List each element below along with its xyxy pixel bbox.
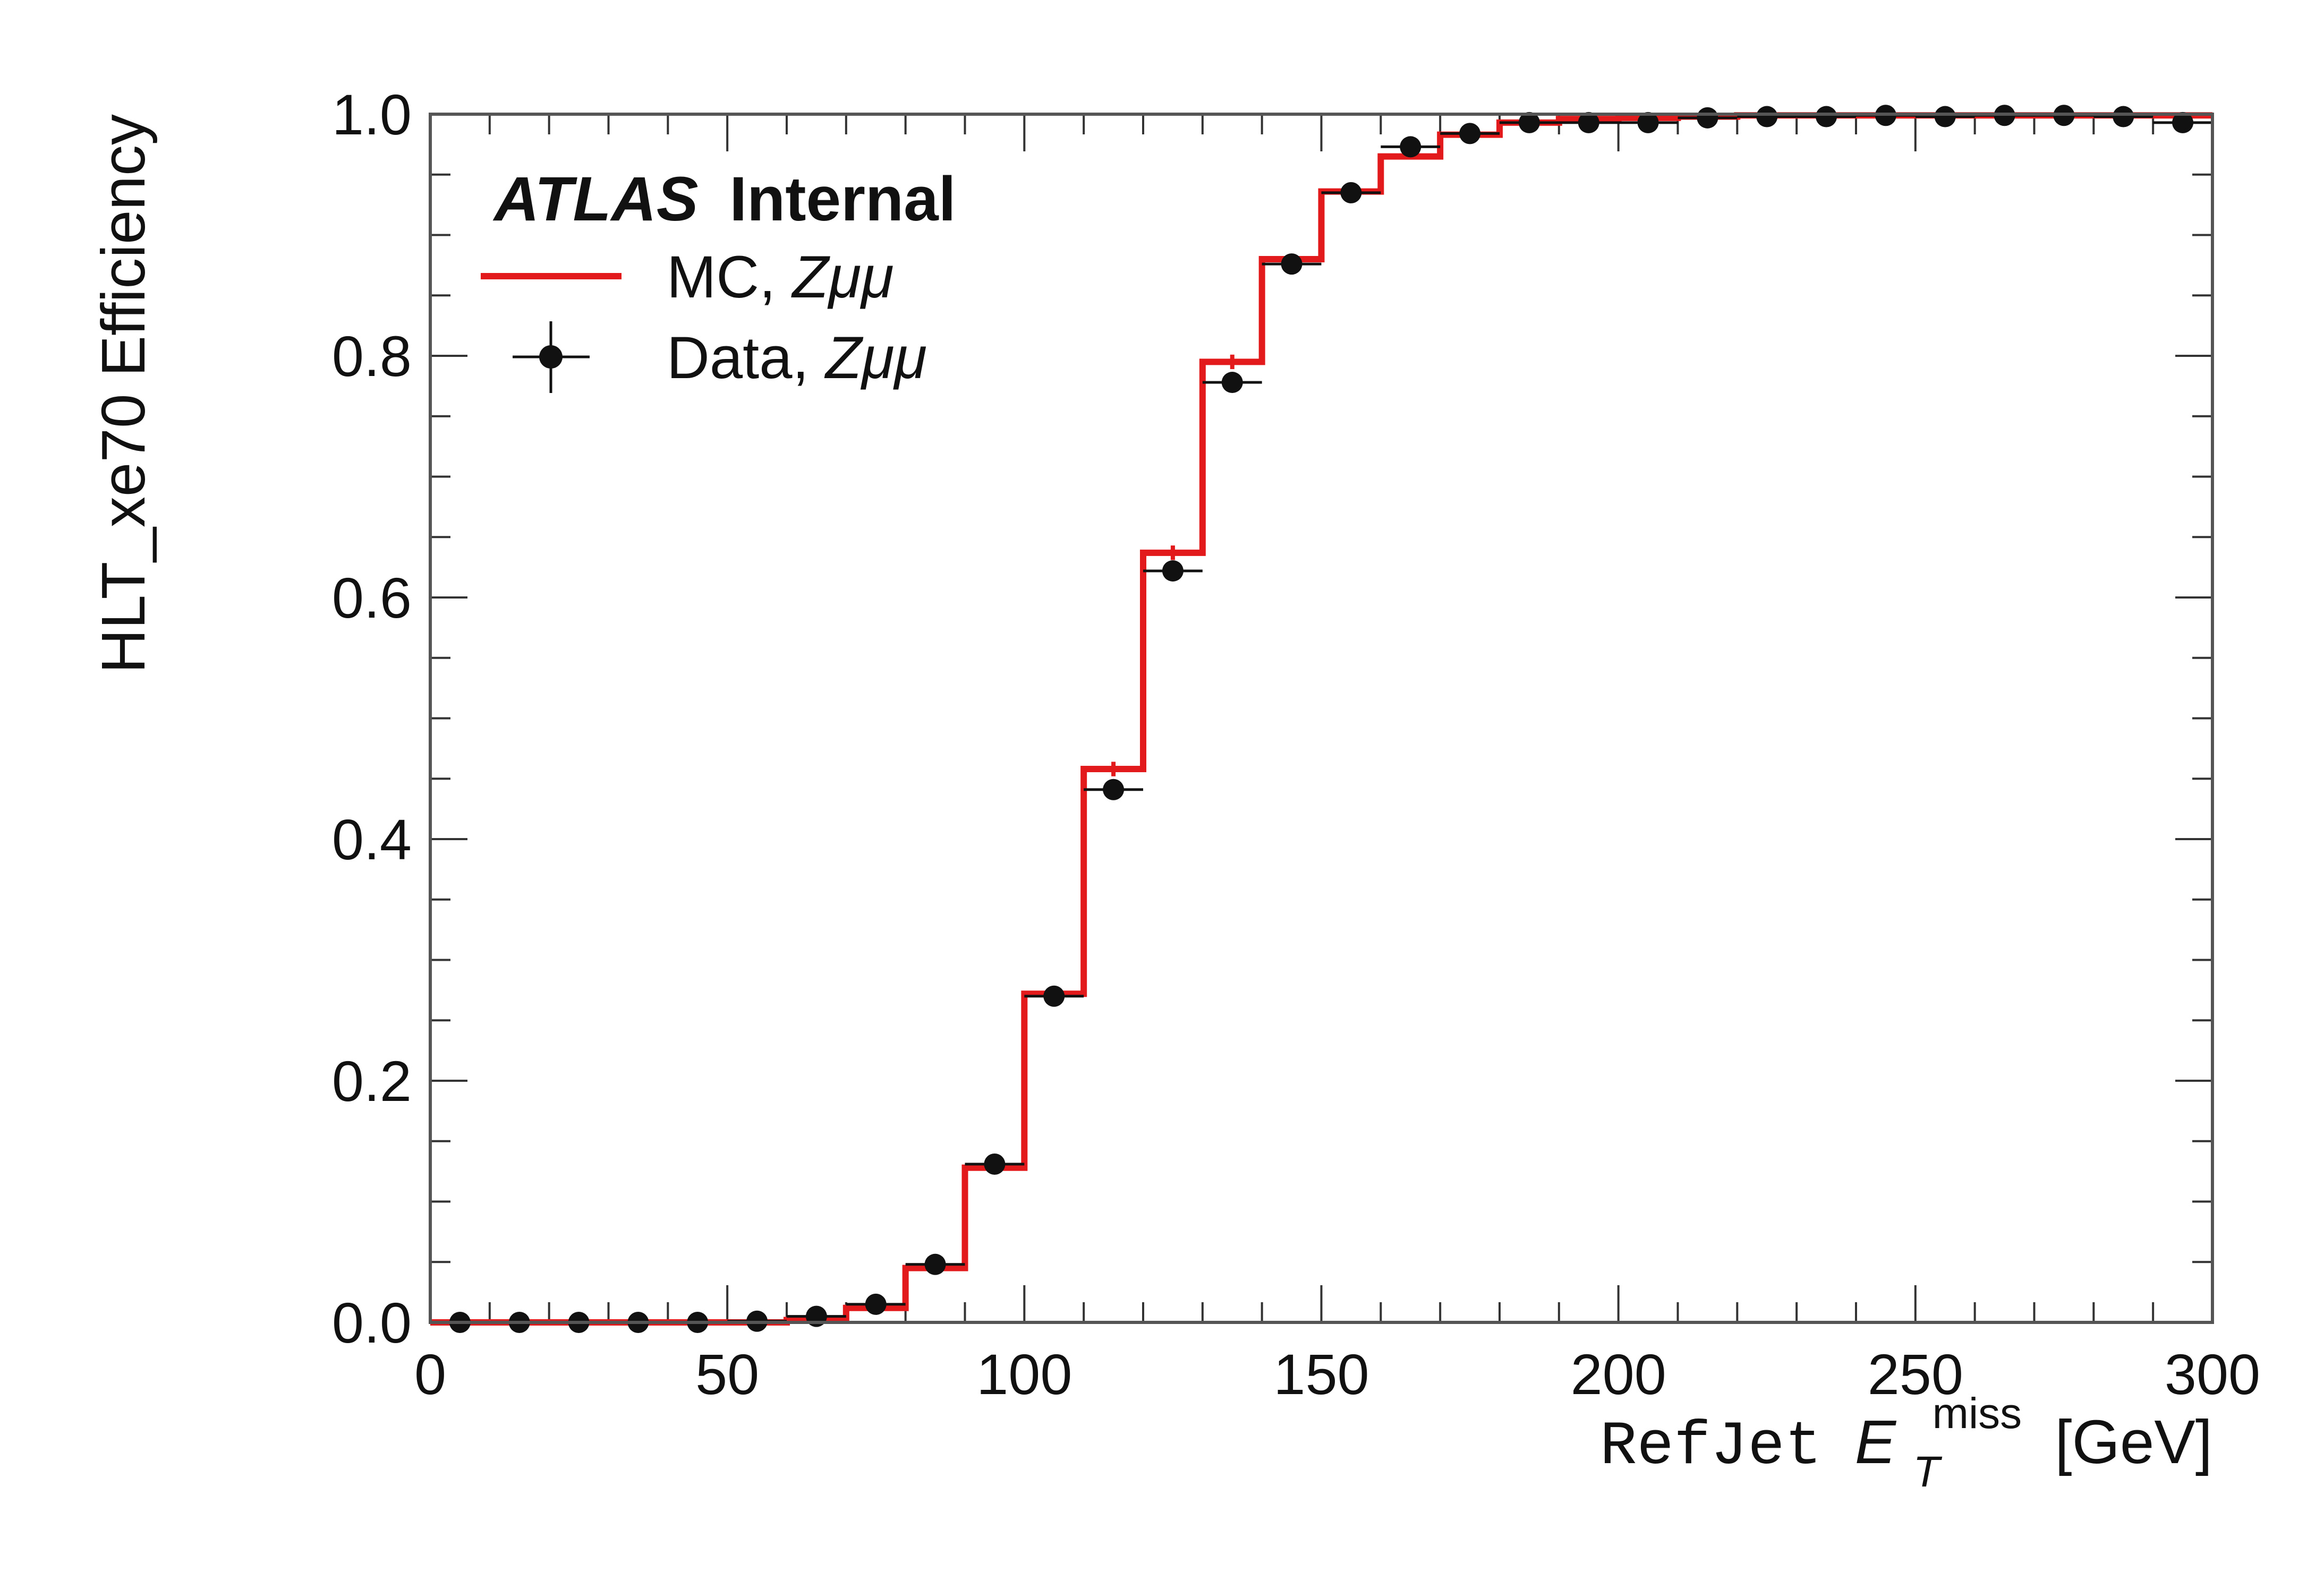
tick-labels: 0 50 100 150 200 250 300 0.0 0.2 0.4 0.6 0.8 1.0 [332, 82, 2260, 1406]
x-tick-label: 200 [1571, 1342, 1666, 1406]
legend-mc-label: MC, Zμμ [667, 244, 894, 310]
data-point [1221, 372, 1243, 394]
data-point [1459, 123, 1481, 144]
legend: MC, Zμμ Data, Zμμ [481, 244, 927, 393]
data-point [1934, 106, 1956, 127]
x-axis-label-symbol: E [1855, 1407, 1897, 1476]
x-tick-label: 100 [976, 1342, 1072, 1406]
data-point [924, 1253, 946, 1275]
legend-data-marker [539, 345, 563, 369]
data-point [1103, 779, 1125, 800]
x-axis-label: RefJet E T miss [GeV] [1600, 1372, 2212, 1500]
y-tick-label: 1.0 [332, 82, 412, 147]
data-point [1162, 560, 1184, 582]
y-tick-label: 0.2 [332, 1049, 412, 1113]
y-tick-label: 0.4 [332, 807, 412, 872]
y-axis-label: HLT_xe70 Efficiency [89, 114, 158, 673]
data-point [1578, 112, 1599, 133]
experiment-label-internal: Internal [729, 164, 956, 234]
y-tick-label: 0.6 [332, 566, 412, 630]
data-point [1281, 253, 1303, 275]
data-point [1340, 182, 1362, 203]
legend-data-swatch [513, 321, 590, 393]
experiment-label-atlas: ATLAS [492, 164, 699, 234]
data-point [1637, 112, 1659, 133]
x-tick-label: 300 [2165, 1342, 2260, 1406]
data-point [1518, 112, 1540, 133]
data-point [1816, 106, 1837, 127]
legend-data-label-math: Zμμ [824, 324, 927, 391]
x-tick-label: 250 [1868, 1342, 1963, 1406]
x-tick-label: 0 [414, 1342, 446, 1406]
data-point [1400, 136, 1421, 158]
experiment-label: ATLAS Internal [492, 164, 956, 234]
x-tick-label: 150 [1273, 1342, 1369, 1406]
legend-data-label: Data, Zμμ [667, 324, 927, 391]
data-point [865, 1293, 887, 1315]
data-point [984, 1153, 1006, 1175]
x-tick-label: 50 [695, 1342, 759, 1406]
x-axis-label-prefix: RefJet [1600, 1412, 1822, 1482]
data-point [1756, 106, 1778, 127]
y-tick-label: 0.8 [332, 324, 412, 388]
plot-frame [429, 113, 2214, 1324]
data-point [2172, 112, 2194, 133]
x-axis-label-superscript: miss [1933, 1389, 2022, 1438]
x-axis-label-unit: [GeV] [2055, 1407, 2212, 1476]
x-axis-label-subscript: T [1913, 1448, 1942, 1496]
legend-mc-label-plain: MC, [667, 244, 792, 310]
legend-mc-label-math: Zμμ [790, 244, 893, 310]
y-tick-label: 0.0 [332, 1291, 412, 1355]
legend-data-label-plain: Data, [667, 324, 825, 391]
data-point [1043, 985, 1065, 1007]
data-point [1697, 107, 1718, 129]
data-point [2113, 106, 2134, 127]
